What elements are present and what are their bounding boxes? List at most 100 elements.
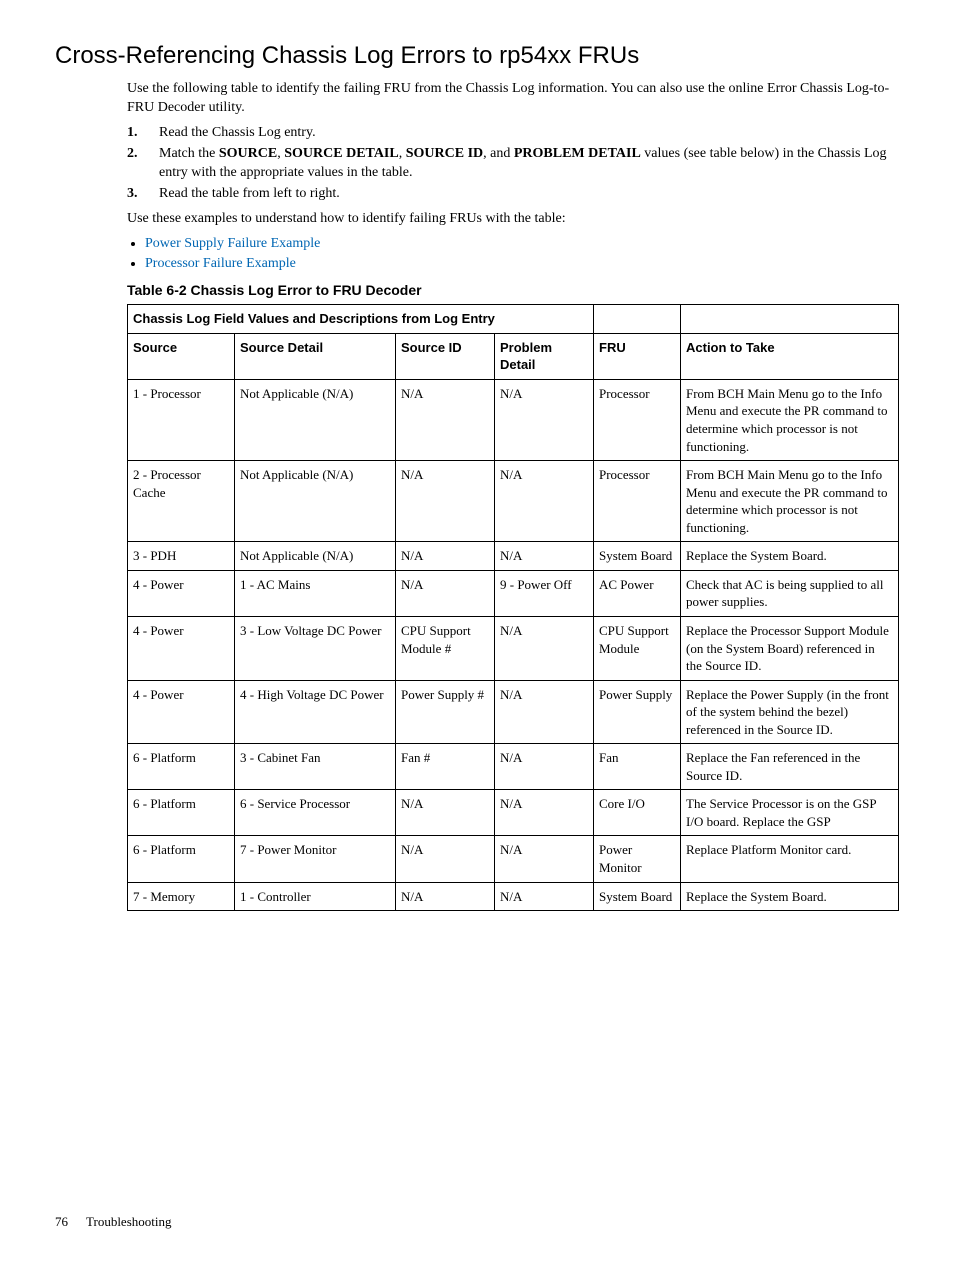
table-cell: N/A — [495, 379, 594, 460]
table-cell: Replace the System Board. — [681, 542, 899, 571]
th-problem-detail: Problem Detail — [495, 333, 594, 379]
page-title: Cross-Referencing Chassis Log Errors to … — [55, 40, 899, 72]
step-text: Read the Chassis Log entry. — [159, 124, 899, 143]
table-cell: N/A — [495, 680, 594, 744]
table-row: 6 - Platform7 - Power MonitorN/AN/APower… — [128, 836, 899, 882]
table-cell: Processor — [594, 461, 681, 542]
table-body: 1 - ProcessorNot Applicable (N/A)N/AN/AP… — [128, 379, 899, 910]
table-cell: AC Power — [594, 570, 681, 616]
table-cell: Replace the System Board. — [681, 882, 899, 911]
th-source: Source — [128, 333, 235, 379]
table-cell: N/A — [495, 836, 594, 882]
bullet-item: Power Supply Failure Example — [145, 235, 899, 254]
table-cell: 4 - High Voltage DC Power — [235, 680, 396, 744]
step-number: 1. — [127, 124, 159, 143]
table-cell: N/A — [495, 542, 594, 571]
table-cell: 4 - Power — [128, 570, 235, 616]
body-indent: Use the following table to identify the … — [127, 80, 899, 911]
table-cell: Processor — [594, 379, 681, 460]
table-cell: N/A — [495, 616, 594, 680]
table-cell: 6 - Platform — [128, 744, 235, 790]
empty-header — [681, 305, 899, 334]
table-row: 4 - Power3 - Low Voltage DC PowerCPU Sup… — [128, 616, 899, 680]
table-row: 4 - Power1 - AC MainsN/A9 - Power OffAC … — [128, 570, 899, 616]
table-cell: N/A — [495, 882, 594, 911]
th-fru: FRU — [594, 333, 681, 379]
table-cell: 6 - Platform — [128, 836, 235, 882]
table-cell: N/A — [396, 836, 495, 882]
table-cell: N/A — [396, 570, 495, 616]
table-cell: Replace the Fan referenced in the Source… — [681, 744, 899, 790]
span-header: Chassis Log Field Values and Description… — [128, 305, 594, 334]
table-cell: N/A — [396, 461, 495, 542]
power-supply-example-link[interactable]: Power Supply Failure Example — [145, 236, 320, 251]
table-cell: Power Monitor — [594, 836, 681, 882]
empty-header — [594, 305, 681, 334]
table-cell: 1 - Processor — [128, 379, 235, 460]
table-cell: Replace Platform Monitor card. — [681, 836, 899, 882]
table-cell: 7 - Power Monitor — [235, 836, 396, 882]
table-cell: N/A — [396, 542, 495, 571]
step-item: 2.Match the SOURCE, SOURCE DETAIL, SOURC… — [127, 145, 899, 183]
table-cell: N/A — [495, 744, 594, 790]
page-footer: 76Troubleshooting — [55, 1213, 171, 1231]
step-number: 3. — [127, 185, 159, 204]
table-cell: N/A — [495, 790, 594, 836]
table-cell: 3 - Low Voltage DC Power — [235, 616, 396, 680]
table-cell: 9 - Power Off — [495, 570, 594, 616]
step-item: 1.Read the Chassis Log entry. — [127, 124, 899, 143]
table-cell: Power Supply # — [396, 680, 495, 744]
table-cell: 1 - AC Mains — [235, 570, 396, 616]
table-cell: CPU Support Module # — [396, 616, 495, 680]
table-cell: From BCH Main Menu go to the Info Menu a… — [681, 461, 899, 542]
table-row: 3 - PDHNot Applicable (N/A)N/AN/ASystem … — [128, 542, 899, 571]
th-action: Action to Take — [681, 333, 899, 379]
table-cell: Fan — [594, 744, 681, 790]
table-cell: 3 - PDH — [128, 542, 235, 571]
example-links: Power Supply Failure Example Processor F… — [127, 235, 899, 274]
bullet-item: Processor Failure Example — [145, 255, 899, 274]
steps-list: 1.Read the Chassis Log entry. 2.Match th… — [127, 124, 899, 204]
table-header-row-2: Source Source Detail Source ID Problem D… — [128, 333, 899, 379]
table-cell: The Service Processor is on the GSP I/O … — [681, 790, 899, 836]
processor-example-link[interactable]: Processor Failure Example — [145, 256, 296, 271]
th-source-detail: Source Detail — [235, 333, 396, 379]
table-cell: Not Applicable (N/A) — [235, 542, 396, 571]
step-item: 3.Read the table from left to right. — [127, 185, 899, 204]
step-number: 2. — [127, 145, 159, 183]
table-cell: N/A — [495, 461, 594, 542]
table-cell: 2 - Processor Cache — [128, 461, 235, 542]
table-cell: Fan # — [396, 744, 495, 790]
table-row: 4 - Power4 - High Voltage DC PowerPower … — [128, 680, 899, 744]
examples-intro: Use these examples to understand how to … — [127, 210, 899, 229]
table-cell: 6 - Service Processor — [235, 790, 396, 836]
table-cell: N/A — [396, 790, 495, 836]
table-row: 6 - Platform3 - Cabinet FanFan #N/AFanRe… — [128, 744, 899, 790]
table-cell: 1 - Controller — [235, 882, 396, 911]
table-header-row-1: Chassis Log Field Values and Description… — [128, 305, 899, 334]
intro-paragraph: Use the following table to identify the … — [127, 80, 899, 118]
table-cell: 7 - Memory — [128, 882, 235, 911]
table-cell: Replace the Power Supply (in the front o… — [681, 680, 899, 744]
table-cell: Power Supply — [594, 680, 681, 744]
table-cell: From BCH Main Menu go to the Info Menu a… — [681, 379, 899, 460]
table-row: 7 - Memory1 - ControllerN/AN/ASystem Boa… — [128, 882, 899, 911]
table-cell: 4 - Power — [128, 680, 235, 744]
th-source-id: Source ID — [396, 333, 495, 379]
footer-section: Troubleshooting — [86, 1214, 171, 1229]
table-row: 6 - Platform6 - Service ProcessorN/AN/AC… — [128, 790, 899, 836]
table-cell: System Board — [594, 882, 681, 911]
table-cell: Check that AC is being supplied to all p… — [681, 570, 899, 616]
table-cell: 3 - Cabinet Fan — [235, 744, 396, 790]
table-cell: Replace the Processor Support Module (on… — [681, 616, 899, 680]
table-cell: Not Applicable (N/A) — [235, 379, 396, 460]
table-caption: Table 6-2 Chassis Log Error to FRU Decod… — [127, 281, 899, 300]
table-cell: 6 - Platform — [128, 790, 235, 836]
table-cell: System Board — [594, 542, 681, 571]
table-cell: N/A — [396, 882, 495, 911]
table-row: 2 - Processor CacheNot Applicable (N/A)N… — [128, 461, 899, 542]
table-cell: CPU Support Module — [594, 616, 681, 680]
table-row: 1 - ProcessorNot Applicable (N/A)N/AN/AP… — [128, 379, 899, 460]
step-text: Read the table from left to right. — [159, 185, 899, 204]
table-cell: 4 - Power — [128, 616, 235, 680]
